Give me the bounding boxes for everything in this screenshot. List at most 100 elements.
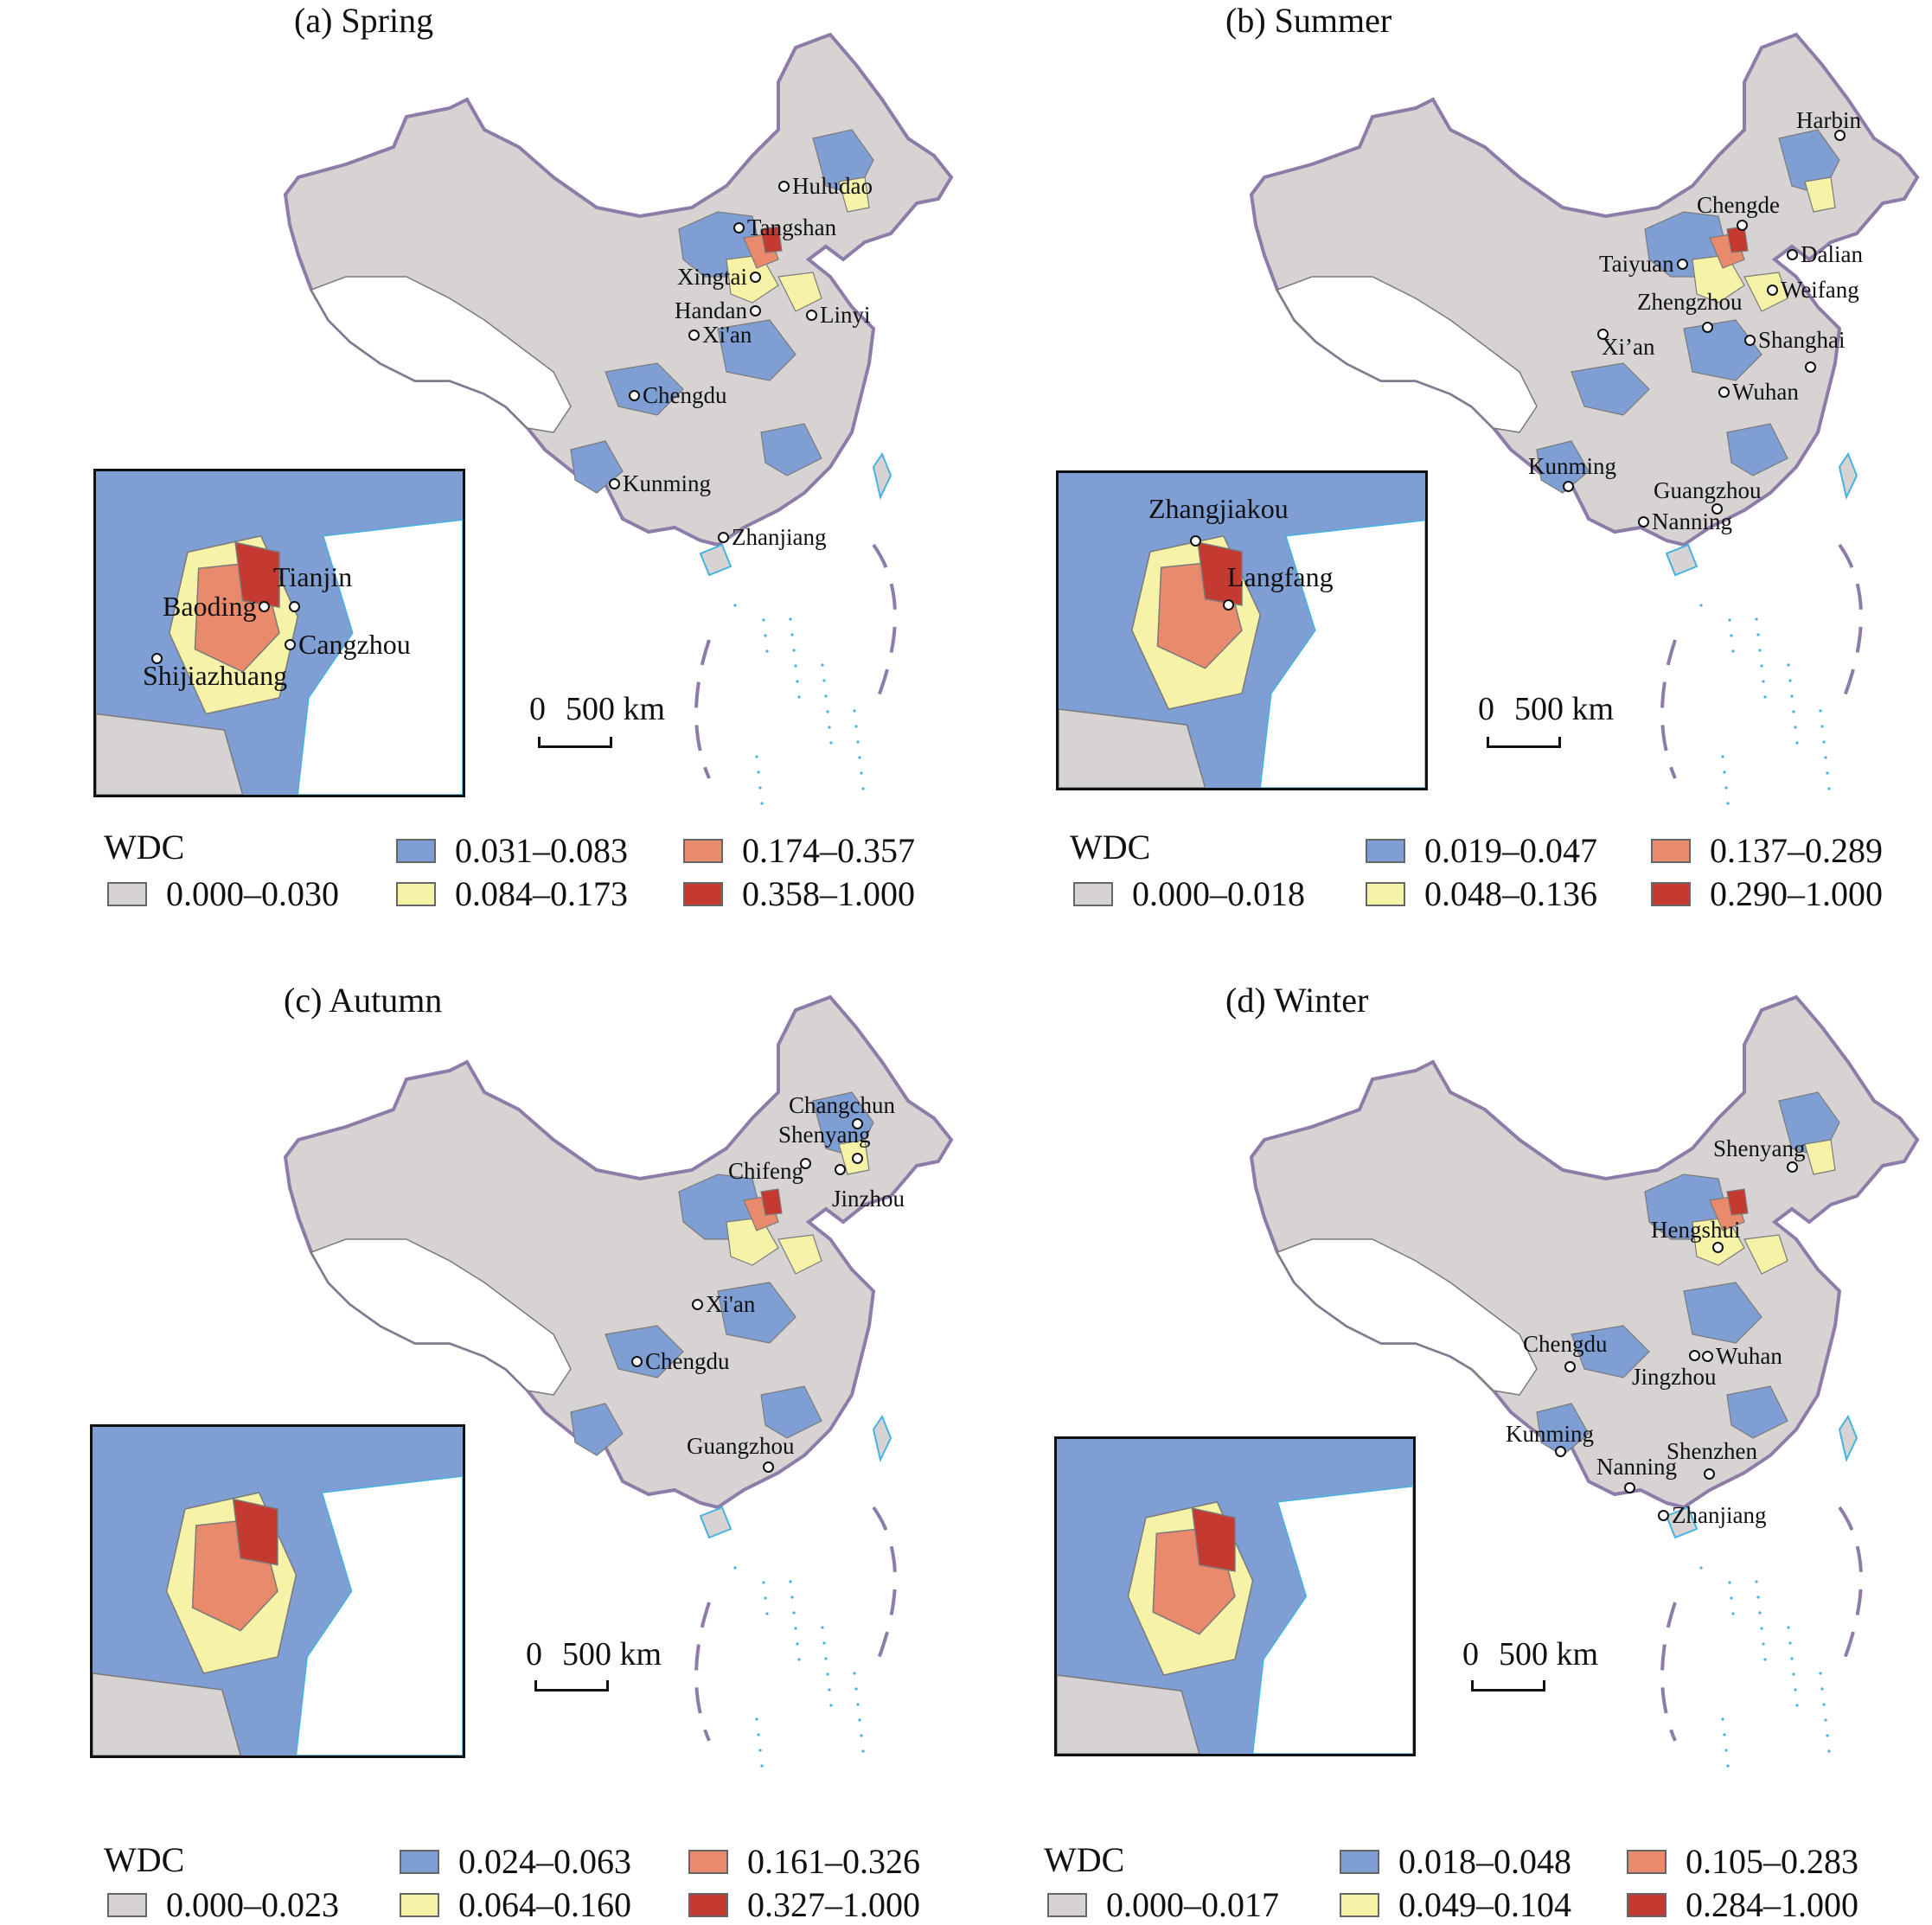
island-dot <box>1795 741 1799 745</box>
city-marker: Guangzhou <box>1654 477 1762 503</box>
legend-swatch <box>1627 1849 1667 1874</box>
city-marker: Kunming <box>609 470 711 497</box>
inset-regions <box>1059 473 1425 788</box>
region-class2 <box>1571 362 1650 416</box>
maritime-boundary <box>1660 543 1863 779</box>
island-dot <box>826 1672 829 1676</box>
panel-winter: (d) Winter Shenyang Hengshui Chengdu Wuh… <box>966 962 1932 1925</box>
sea-area <box>295 1475 463 1756</box>
island-dot <box>1822 740 1826 744</box>
island-dot <box>1699 604 1703 607</box>
city-marker: Chengdu <box>1523 1331 1608 1357</box>
island-dot <box>1792 1672 1795 1676</box>
island-dot <box>1724 786 1728 790</box>
legend-swatch <box>400 1849 439 1874</box>
city-marker: Chengdu <box>629 382 727 409</box>
city-marker <box>1787 1161 1801 1173</box>
legend-title: WDC <box>1044 1840 1125 1879</box>
inset-regions <box>96 471 463 795</box>
city-dot <box>1563 481 1574 492</box>
legend-item: 0.000–0.030 <box>107 873 339 914</box>
city-dot <box>1624 1482 1635 1493</box>
city-marker: Zhengzhou <box>1637 289 1743 315</box>
city-dot <box>733 222 745 233</box>
island-dot <box>828 1688 831 1692</box>
china-map <box>283 994 954 1768</box>
city-marker <box>1624 1482 1638 1493</box>
city-dot <box>1711 503 1723 515</box>
no-data-region <box>1276 1238 1538 1396</box>
island-dot <box>1731 649 1735 653</box>
city-marker: Huludao <box>778 173 873 200</box>
scale-zero: 0 <box>1462 1636 1479 1672</box>
island-dot <box>1792 710 1795 713</box>
legend-item: 0.031–0.083 <box>396 830 628 871</box>
city-marker: Changchun <box>789 1092 895 1118</box>
region-class2 <box>1683 319 1762 381</box>
island-dot <box>1724 1749 1728 1752</box>
taiwan-island <box>872 451 892 501</box>
city-dot <box>852 1118 863 1129</box>
city-marker: Hengshui <box>1651 1217 1741 1243</box>
island-dot <box>1790 1657 1794 1660</box>
region-class2 <box>1683 1282 1762 1344</box>
region-class2 <box>1536 440 1590 494</box>
legend-swatch <box>1366 838 1405 863</box>
city-dot <box>688 329 700 341</box>
island-dot <box>824 1657 828 1660</box>
sea-area <box>1259 519 1425 788</box>
island-dot <box>856 740 860 744</box>
city-dot <box>1704 1468 1715 1480</box>
island-dot <box>1763 1658 1767 1661</box>
city-marker: Zhangjiakou <box>1148 493 1289 524</box>
city-dot <box>1564 1361 1576 1372</box>
scale-distance: 500 km <box>562 1636 662 1672</box>
city-marker <box>835 1164 848 1175</box>
scale-distance: 500 km <box>566 691 666 727</box>
city-dot <box>259 601 271 612</box>
island-dot <box>1787 663 1790 667</box>
legend-item: 0.049–0.104 <box>1340 1884 1571 1925</box>
island-dot <box>858 1718 861 1722</box>
legend-item: 0.024–0.063 <box>400 1841 631 1882</box>
island-dot <box>1826 1734 1829 1737</box>
city-dot <box>1712 1242 1724 1253</box>
island-dot <box>1788 679 1792 682</box>
island-dot <box>1822 1703 1826 1706</box>
no-data-region <box>1276 276 1538 433</box>
city-dot <box>835 1164 846 1175</box>
maritime-boundary <box>1660 1506 1863 1742</box>
taiwan-island <box>1838 451 1858 501</box>
legend-item: 0.019–0.047 <box>1366 830 1597 871</box>
city-marker: Kunming <box>1528 453 1617 479</box>
inset-regions <box>93 1427 463 1756</box>
legend-item: 0.358–1.000 <box>683 873 915 914</box>
island-dot <box>858 756 861 759</box>
island-dot <box>764 1596 767 1600</box>
city-marker: Jinzhou <box>832 1186 905 1212</box>
legend-item: 0.084–0.173 <box>396 873 628 914</box>
island-dot <box>1794 1688 1797 1692</box>
region-class3 <box>777 272 822 312</box>
city-dot <box>800 1158 811 1169</box>
island-dot <box>1763 695 1767 699</box>
city-dot <box>1834 130 1846 141</box>
city-dot <box>1702 322 1713 333</box>
city-marker: Wuhan <box>1718 379 1799 406</box>
region-class1 <box>1057 1674 1200 1754</box>
island-dot <box>790 633 794 636</box>
island-dot <box>758 786 762 790</box>
legend-item: 0.000–0.018 <box>1073 873 1305 914</box>
city-marker <box>1805 361 1819 373</box>
island-dot <box>828 726 831 729</box>
legend-swatch <box>688 1849 728 1874</box>
island-dot <box>860 771 863 775</box>
maritime-boundary <box>694 543 897 779</box>
region-class2 <box>717 1282 796 1344</box>
panel-title: (d) Winter <box>1225 981 1369 1020</box>
island-dot <box>1760 1627 1763 1630</box>
island-dot <box>1762 680 1765 683</box>
city-marker: Chifeng <box>728 1158 803 1184</box>
region-class2 <box>760 1385 822 1439</box>
legend-swatch <box>400 1892 439 1917</box>
